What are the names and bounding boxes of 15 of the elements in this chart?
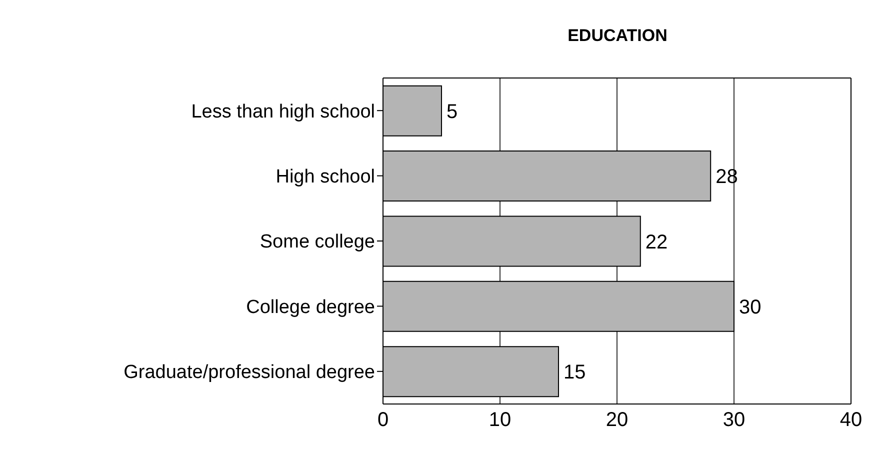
x-tick-label: 0 [377, 409, 389, 432]
data-label: 5 [446, 100, 458, 123]
data-label: 22 [645, 231, 668, 254]
x-tick-label: 10 [488, 409, 512, 432]
chart-title: EDUCATION [566, 26, 668, 46]
y-tick-label: Less than high school [191, 101, 375, 122]
y-tick-label: College degree [246, 296, 375, 318]
data-label: 30 [739, 296, 762, 319]
y-tick-label: Some college [260, 232, 375, 253]
x-tick-label: 40 [840, 409, 862, 432]
x-tick-label: 20 [606, 409, 628, 432]
y-tick-label: High school [276, 166, 375, 188]
data-label: 15 [564, 362, 586, 384]
x-tick-label: 30 [722, 409, 746, 432]
y-tick-label: Graduate/professional degree [124, 362, 375, 384]
